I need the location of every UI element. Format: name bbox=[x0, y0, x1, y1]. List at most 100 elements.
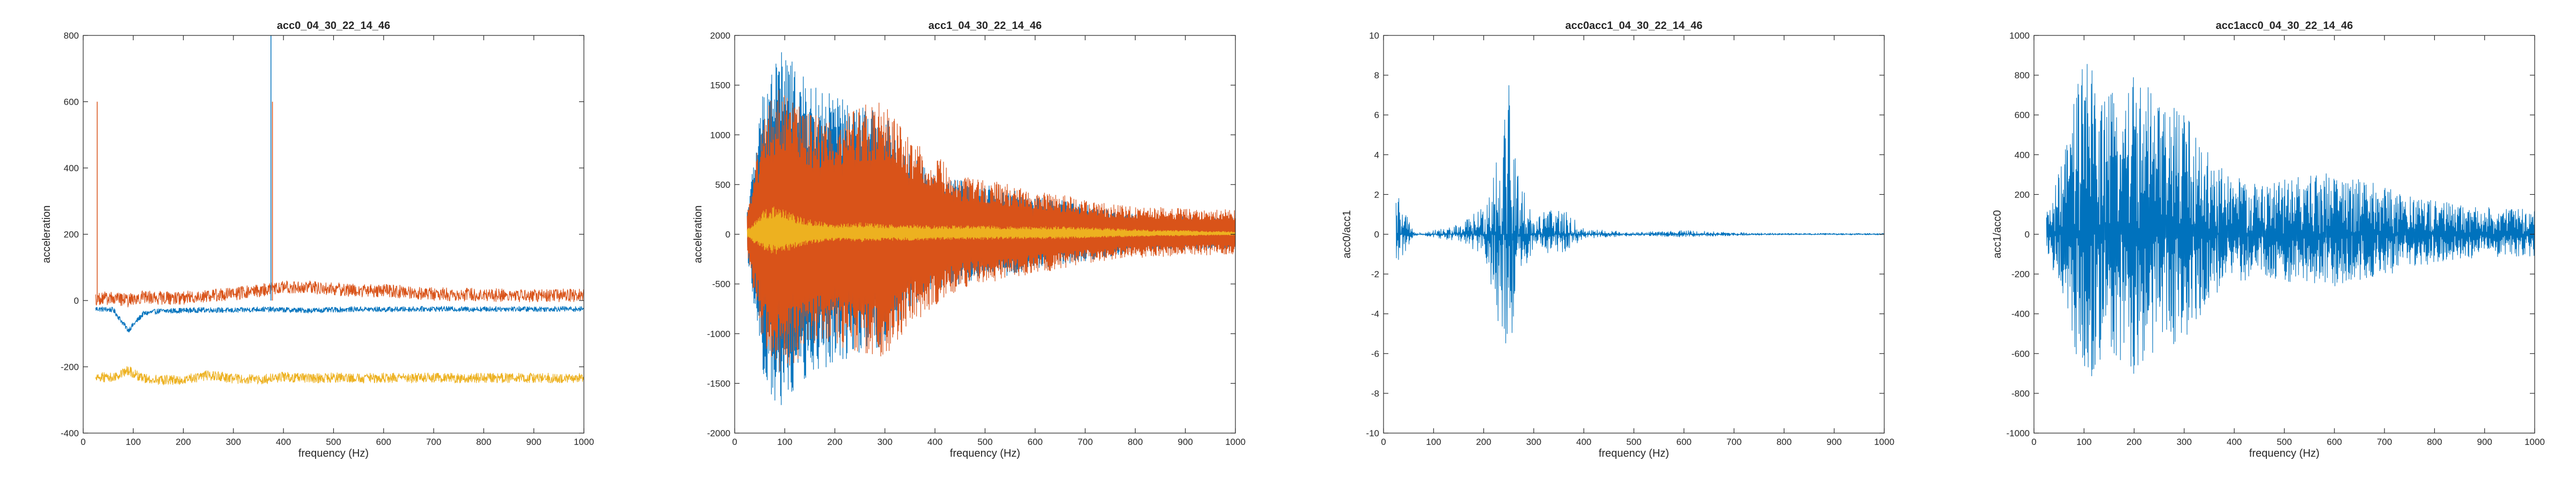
x-tick-label: 500 bbox=[326, 437, 341, 447]
y-axis-label: acceleration bbox=[692, 206, 704, 264]
x-tick-label: 800 bbox=[1776, 437, 1791, 447]
series-line-0 bbox=[2046, 64, 2535, 377]
x-tick-label: 500 bbox=[2277, 437, 2292, 447]
series-group bbox=[747, 52, 1235, 405]
x-tick-label: 500 bbox=[1626, 437, 1641, 447]
x-tick-label: 400 bbox=[2227, 437, 2242, 447]
plot-frame bbox=[83, 35, 584, 434]
x-tick-label: 400 bbox=[1576, 437, 1591, 447]
x-tick-label: 100 bbox=[126, 437, 141, 447]
y-tick-label: -400 bbox=[61, 428, 79, 438]
x-tick-label: 0 bbox=[732, 437, 737, 447]
series-group bbox=[1395, 85, 1884, 343]
y-tick-label: -400 bbox=[2011, 309, 2030, 319]
x-tick-label: 500 bbox=[977, 437, 992, 447]
series-line-1 bbox=[747, 90, 1235, 371]
y-tick-label: 600 bbox=[64, 97, 79, 107]
y-tick-label: 800 bbox=[64, 31, 79, 41]
series-line-2 bbox=[95, 366, 584, 385]
series-group bbox=[2046, 64, 2535, 377]
y-tick-label: 2000 bbox=[710, 31, 730, 41]
x-axis-label: frequency (Hz) bbox=[950, 448, 1020, 459]
x-tick-label: 800 bbox=[1128, 437, 1143, 447]
y-tick-label: 0 bbox=[726, 230, 730, 240]
y-tick-label: 500 bbox=[715, 180, 730, 190]
y-tick-label: 2 bbox=[1374, 189, 1379, 200]
y-tick-label: 6 bbox=[1374, 110, 1379, 120]
x-axis-label: frequency (Hz) bbox=[1599, 448, 1669, 459]
x-tick-label: 400 bbox=[276, 437, 291, 447]
y-tick-label: -2000 bbox=[707, 428, 730, 438]
x-tick-label: 300 bbox=[2177, 437, 2192, 447]
y-axis-label: acceleration bbox=[41, 206, 53, 264]
y-tick-label: -600 bbox=[2011, 349, 2030, 359]
x-tick-label: 800 bbox=[2427, 437, 2442, 447]
y-tick-label: 800 bbox=[2015, 70, 2030, 80]
x-tick-label: 1000 bbox=[1225, 437, 1246, 447]
y-tick-label: -1500 bbox=[707, 378, 730, 389]
x-tick-label: 600 bbox=[2327, 437, 2342, 447]
series-line-0 bbox=[95, 306, 584, 333]
x-tick-label: 700 bbox=[426, 437, 441, 447]
x-tick-label: 600 bbox=[1677, 437, 1692, 447]
chart-title: acc1_04_30_22_14_46 bbox=[928, 20, 1042, 32]
x-tick-label: 900 bbox=[1178, 437, 1193, 447]
x-tick-label: 400 bbox=[927, 437, 942, 447]
y-tick-label: -1000 bbox=[707, 329, 730, 339]
x-tick-label: 300 bbox=[1526, 437, 1541, 447]
series-line-0 bbox=[1395, 85, 1884, 343]
x-tick-label: 100 bbox=[1426, 437, 1441, 447]
y-tick-label: 8 bbox=[1374, 70, 1379, 80]
x-tick-label: 900 bbox=[526, 437, 541, 447]
y-tick-label: 200 bbox=[2015, 189, 2030, 200]
y-tick-label: -4 bbox=[1371, 309, 1379, 319]
y-tick-label: 1500 bbox=[710, 80, 730, 91]
y-tick-label: -800 bbox=[2011, 389, 2030, 399]
y-tick-label: 200 bbox=[64, 230, 79, 240]
y-axis-label: acc1/acc0 bbox=[1992, 210, 2003, 258]
y-tick-label: -6 bbox=[1371, 349, 1379, 359]
y-tick-label: 1000 bbox=[710, 130, 730, 140]
x-tick-label: 700 bbox=[2377, 437, 2392, 447]
y-tick-label: 10 bbox=[1369, 31, 1379, 41]
y-axis-label: acc0/acc1 bbox=[1341, 210, 1353, 258]
x-tick-label: 200 bbox=[175, 437, 191, 447]
chart-panel-acc1: acc1_04_30_22_14_46 frequency (Hz) accel… bbox=[692, 20, 1246, 459]
chart-title: acc0_04_30_22_14_46 bbox=[277, 20, 390, 32]
x-tick-label: 300 bbox=[226, 437, 241, 447]
y-tick-label: 0 bbox=[2025, 230, 2030, 240]
chart-panel-acc1acc0: acc1acc0_04_30_22_14_46 frequency (Hz) a… bbox=[1992, 20, 2545, 459]
x-tick-label: 700 bbox=[1078, 437, 1093, 447]
x-tick-label: 900 bbox=[2477, 437, 2492, 447]
y-tick-label: -8 bbox=[1371, 389, 1379, 399]
series-line-1 bbox=[95, 280, 584, 308]
y-tick-label: -10 bbox=[1366, 428, 1379, 438]
x-tick-label: 100 bbox=[2076, 437, 2091, 447]
x-tick-label: 300 bbox=[877, 437, 892, 447]
series-line-2 bbox=[747, 206, 1235, 254]
chart-panel-acc0acc1: acc0acc1_04_30_22_14_46 frequency (Hz) a… bbox=[1341, 20, 1894, 459]
x-tick-label: 200 bbox=[827, 437, 842, 447]
y-tick-label: 4 bbox=[1374, 150, 1379, 160]
x-tick-label: 700 bbox=[1726, 437, 1741, 447]
x-tick-label: 1000 bbox=[2524, 437, 2545, 447]
y-tick-label: -2 bbox=[1371, 269, 1379, 280]
series-group bbox=[95, 35, 584, 385]
x-axis-label: frequency (Hz) bbox=[298, 448, 369, 459]
y-tick-label: 0 bbox=[74, 296, 79, 306]
x-tick-label: 600 bbox=[376, 437, 391, 447]
chart-title: acc1acc0_04_30_22_14_46 bbox=[2216, 20, 2353, 32]
y-tick-label: 400 bbox=[64, 163, 79, 173]
x-tick-label: 900 bbox=[1827, 437, 1842, 447]
y-tick-label: -200 bbox=[61, 362, 79, 372]
y-tick-label: 1000 bbox=[2009, 31, 2030, 41]
y-tick-label: -200 bbox=[2011, 269, 2030, 280]
x-tick-label: 0 bbox=[1381, 437, 1386, 447]
x-tick-label: 800 bbox=[476, 437, 491, 447]
y-tick-label: -1000 bbox=[2007, 428, 2030, 438]
x-tick-label: 200 bbox=[1476, 437, 1491, 447]
x-tick-label: 200 bbox=[2126, 437, 2141, 447]
x-tick-label: 1000 bbox=[1874, 437, 1894, 447]
x-tick-label: 0 bbox=[80, 437, 85, 447]
